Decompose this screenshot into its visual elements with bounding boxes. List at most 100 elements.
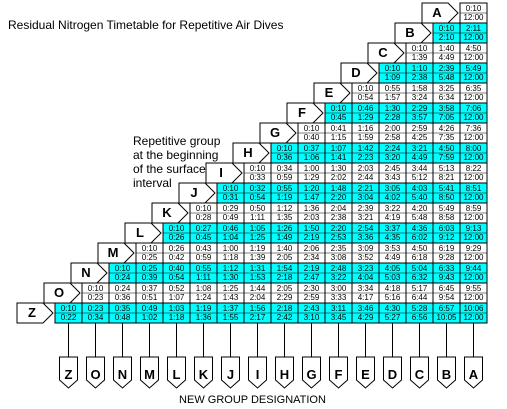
interval-end: 1:25 (249, 233, 266, 242)
interval-start: 0:29 (222, 204, 239, 213)
interval-end: 6:18 (411, 253, 428, 262)
interval-cell: 1:42 2:23 (352, 144, 379, 162)
interval-end: 2:04 (249, 293, 266, 302)
interval-end: 0:36 (114, 293, 131, 302)
interval-cell: 2:48 3:22 (325, 264, 352, 282)
interval-cell: 2:54 3:36 (352, 224, 379, 242)
interval-end: 1:24 (195, 293, 212, 302)
interval-start: 1:30 (384, 104, 401, 113)
new-group-letter: B (441, 367, 452, 382)
interval-cell: 2:35 3:08 (325, 244, 352, 262)
interval-end: 5:03 (384, 273, 401, 282)
interval-end: 0:28 (195, 213, 212, 222)
interval-start: 2:48 (330, 264, 347, 273)
interval-cell: 5:28 6:56 (406, 304, 433, 322)
interval-end: 4:49 (438, 53, 455, 62)
interval-cell: 2:39 3:21 (352, 204, 379, 222)
interval-start: 2:35 (330, 244, 347, 253)
interval-cell: 0:25 0:39 (136, 264, 163, 282)
interval-start: 0:10 (195, 204, 212, 213)
group-letter: A (432, 5, 442, 20)
interval-cell: 3:25 6:34 (433, 84, 460, 102)
new-group-f: F (331, 355, 347, 391)
interval-start: 0:10 (465, 4, 482, 13)
interval-cell: 3:11 3:45 (325, 304, 352, 322)
interval-start: 0:10 (114, 264, 131, 273)
interval-end: 12:00 (463, 273, 484, 282)
interval-start: 0:10 (222, 184, 239, 193)
interval-cell: 1:03 1:18 (163, 304, 190, 322)
interval-start: 4:18 (384, 284, 401, 293)
interval-end: 7:05 (438, 113, 455, 122)
new-group-letter: G (306, 367, 317, 382)
interval-end: 0:33 (249, 173, 266, 182)
interval-end: 2:59 (303, 293, 320, 302)
interval-end: 3:36 (357, 233, 374, 242)
interval-end: 2:05 (276, 253, 293, 262)
interval-start: 3:05 (384, 184, 401, 193)
interval-cell: 9:55 12:00 (460, 284, 487, 302)
interval-start: 2:45 (384, 164, 401, 173)
interval-cell: 0:10 0:22 (55, 304, 82, 322)
new-group-h: H (277, 355, 293, 391)
interval-cell: 0:40 0:54 (163, 264, 190, 282)
interval-start: 5:41 (438, 184, 455, 193)
interval-start: 2:04 (330, 204, 347, 213)
interval-end: 12:00 (463, 133, 484, 142)
interval-start: 2:29 (411, 104, 428, 113)
new-group-letter: K (198, 367, 209, 382)
interval-cell: 1:31 1:53 (244, 264, 271, 282)
interval-end: 2:53 (330, 233, 347, 242)
interval-start: 4:50 (438, 144, 455, 153)
interval-cell: 4:50 7:59 (433, 144, 460, 162)
interval-start: 1:37 (222, 304, 239, 313)
interval-cell: 2:39 5:48 (433, 64, 460, 82)
group-letter: O (53, 285, 65, 300)
interval-end: 0:42 (168, 253, 185, 262)
new-group-letter: F (334, 367, 343, 382)
interval-start: 2:20 (330, 224, 347, 233)
interval-end: 3:08 (330, 253, 347, 262)
interval-start: 0:24 (114, 284, 131, 293)
interval-end: 0:31 (222, 193, 239, 202)
interval-start: 4:03 (411, 184, 428, 193)
interval-end: 5:48 (438, 73, 455, 82)
new-group-a: A (466, 355, 482, 391)
interval-cell: 2:21 3:04 (352, 184, 379, 202)
interval-end: 1:53 (249, 273, 266, 282)
interval-start: 1:07 (330, 144, 347, 153)
interval-end: 5:40 (411, 193, 428, 202)
interval-end: 8:58 (438, 213, 455, 222)
interval-end: 12:00 (463, 313, 484, 322)
interval-cell: 1:36 2:03 (298, 204, 325, 222)
interval-end: 2:23 (357, 153, 374, 162)
interval-end: 1:43 (222, 293, 239, 302)
interval-start: 0:10 (384, 64, 401, 73)
interval-cell: 0:10 0:26 (163, 224, 190, 242)
interval-cell: 1:26 1:49 (271, 224, 298, 242)
interval-start: 7:36 (465, 124, 482, 133)
interval-start: 2:59 (411, 124, 428, 133)
interval-start: 0:34 (276, 164, 293, 173)
interval-end: 0:59 (195, 253, 212, 262)
interval-start: 1:40 (438, 44, 455, 53)
interval-end: 1:55 (222, 313, 239, 322)
interval-cell: 2:59 4:25 (406, 124, 433, 142)
new-group-k: K (196, 355, 212, 391)
page-title: Residual Nitrogen Timetable for Repetiti… (8, 18, 284, 32)
interval-start: 6:33 (438, 264, 455, 273)
interval-cell: 7:06 12:00 (460, 104, 487, 122)
interval-start: 3:37 (384, 224, 401, 233)
new-group-letter: C (414, 367, 425, 382)
new-group-l: L (169, 355, 185, 391)
interval-cell: 6:35 12:00 (460, 84, 487, 102)
interval-start: 2:24 (384, 144, 401, 153)
interval-cell: 1:00 1:29 (298, 164, 325, 182)
interval-end: 6:34 (438, 93, 455, 102)
interval-end: 0:45 (330, 113, 347, 122)
interval-cell: 1:48 2:20 (325, 184, 352, 202)
interval-cell: 1:37 1:55 (217, 304, 244, 322)
interval-cell: 0:41 1:15 (325, 124, 352, 142)
interval-start: 1:40 (276, 244, 293, 253)
